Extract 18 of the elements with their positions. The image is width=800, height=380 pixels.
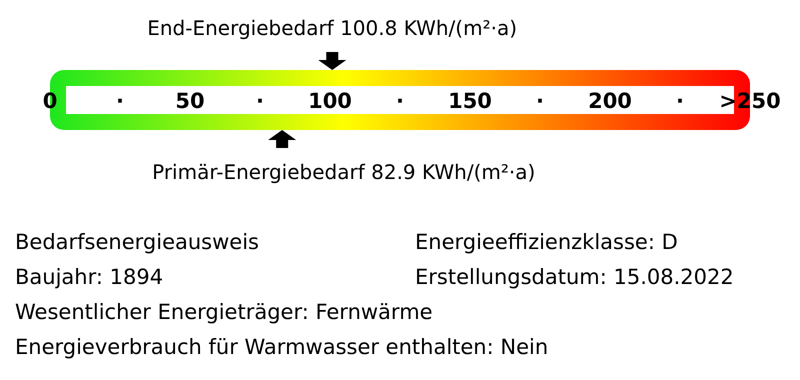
annotation: Primär-Energiebedarf 82.9 KWh/(m²·a) (152, 160, 536, 184)
text: Bedarfsenergieausweis (15, 229, 260, 256)
text: Energieeffizienzklasse: D (415, 229, 679, 256)
x-tick-label: · (256, 89, 264, 113)
x-tick-label: · (676, 89, 684, 113)
text: Energieverbrauch für Warmwasser enthalten: Nein (15, 334, 550, 361)
text: Wesentlicher Energieträger: Fernwärme (15, 299, 434, 326)
x-tick-label: 0 (42, 89, 58, 113)
x-tick-label: · (116, 89, 124, 113)
x-tick-label: 100 (308, 89, 352, 113)
x-tick-label: · (536, 89, 544, 113)
x-tick-label: 150 (448, 89, 492, 113)
x-tick-label: 50 (175, 89, 205, 113)
annotation: End-Energiebedarf 100.8 KWh/(m²·a) (147, 16, 517, 40)
text: Baujahr: 1894 (15, 264, 164, 291)
text: Erstellungsdatum: 15.08.2022 (415, 264, 735, 291)
x-tick-label: · (396, 89, 404, 113)
x-tick-label: 200 (588, 89, 632, 113)
